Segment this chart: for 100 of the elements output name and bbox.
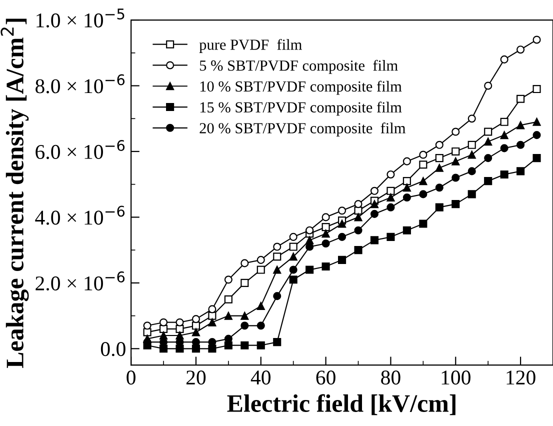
point <box>256 341 265 350</box>
point <box>402 184 411 192</box>
point <box>532 154 541 162</box>
point <box>176 318 184 326</box>
point <box>419 177 428 186</box>
point <box>435 203 444 212</box>
point <box>289 276 298 284</box>
point <box>484 177 492 186</box>
point <box>452 147 460 156</box>
point <box>386 170 395 179</box>
point <box>289 232 298 241</box>
point <box>370 210 379 218</box>
y-tick-label: 1.0 × 10$^{−5}$ <box>36 8 124 28</box>
point <box>176 344 184 353</box>
y-tick-label: 2.0 × 10$^{−6}$ <box>36 271 125 291</box>
point <box>208 305 216 314</box>
point <box>224 341 232 350</box>
point <box>516 140 525 149</box>
point <box>516 121 525 130</box>
x-axis-title: Electric field [kV/cm] <box>227 394 456 416</box>
point <box>402 157 411 166</box>
point <box>338 232 346 241</box>
point <box>256 322 265 330</box>
point <box>256 302 265 310</box>
point <box>386 193 395 202</box>
point <box>419 150 428 159</box>
y-tick-label: 0.0 <box>100 342 126 356</box>
point <box>468 190 476 198</box>
point <box>419 190 428 198</box>
point <box>532 36 541 44</box>
point <box>484 154 492 162</box>
point <box>338 220 346 228</box>
point <box>273 242 282 251</box>
point <box>500 144 508 152</box>
legend-label: 20 % SBT/PVDF composite film <box>200 122 406 136</box>
point <box>176 324 184 333</box>
point <box>354 226 362 234</box>
point <box>402 177 411 186</box>
x-tick-label: 0 <box>126 370 136 385</box>
point <box>240 259 249 268</box>
point <box>402 226 411 234</box>
point <box>273 292 282 300</box>
legend-label: 5 % SBT/PVDF composite film <box>200 60 398 74</box>
point <box>484 128 492 136</box>
point <box>273 266 282 274</box>
point <box>386 232 395 241</box>
point <box>500 55 508 64</box>
point <box>306 226 314 234</box>
point <box>354 213 362 222</box>
point <box>435 164 444 172</box>
point <box>273 252 282 261</box>
point <box>468 114 476 123</box>
point <box>322 239 330 248</box>
point <box>322 230 330 238</box>
point <box>306 266 314 274</box>
point <box>338 206 346 215</box>
point <box>370 200 379 208</box>
point <box>435 184 444 192</box>
point <box>516 167 525 176</box>
point <box>289 242 298 251</box>
point <box>532 118 541 126</box>
point <box>143 322 152 330</box>
point <box>273 338 282 346</box>
point <box>240 312 249 320</box>
legend-label: 15 % SBT/PVDF composite film <box>200 102 402 116</box>
x-tick-label: 100 <box>442 370 470 385</box>
point <box>224 276 232 284</box>
y-tick-label: 6.0 × 10$^{−6}$ <box>36 140 125 160</box>
y-tick-label: 4.0 × 10$^{−6}$ <box>35 206 125 225</box>
point <box>386 186 395 195</box>
point <box>354 200 362 208</box>
point <box>516 94 525 103</box>
point <box>370 186 379 195</box>
point <box>354 206 362 215</box>
point <box>500 118 508 126</box>
point <box>370 236 379 244</box>
point <box>435 140 444 149</box>
point <box>322 213 330 222</box>
point <box>435 154 444 162</box>
point <box>322 223 330 232</box>
x-tick-label: 120 <box>506 370 536 385</box>
point <box>224 295 232 304</box>
x-tick-label: 20 <box>186 370 206 385</box>
point <box>419 160 428 169</box>
legend-label: pure PVDF film <box>199 38 302 53</box>
point <box>322 262 330 271</box>
x-tick-label: 40 <box>250 370 271 385</box>
point <box>468 140 476 149</box>
point <box>159 318 168 326</box>
x-tick-label: 60 <box>316 370 336 385</box>
point <box>354 246 362 254</box>
point <box>452 128 460 136</box>
point <box>419 220 428 228</box>
point <box>192 328 200 336</box>
x-tick-label: 80 <box>381 370 400 385</box>
point <box>240 322 249 330</box>
point <box>468 150 476 159</box>
point <box>386 203 395 212</box>
point <box>338 256 346 264</box>
point <box>468 167 476 176</box>
